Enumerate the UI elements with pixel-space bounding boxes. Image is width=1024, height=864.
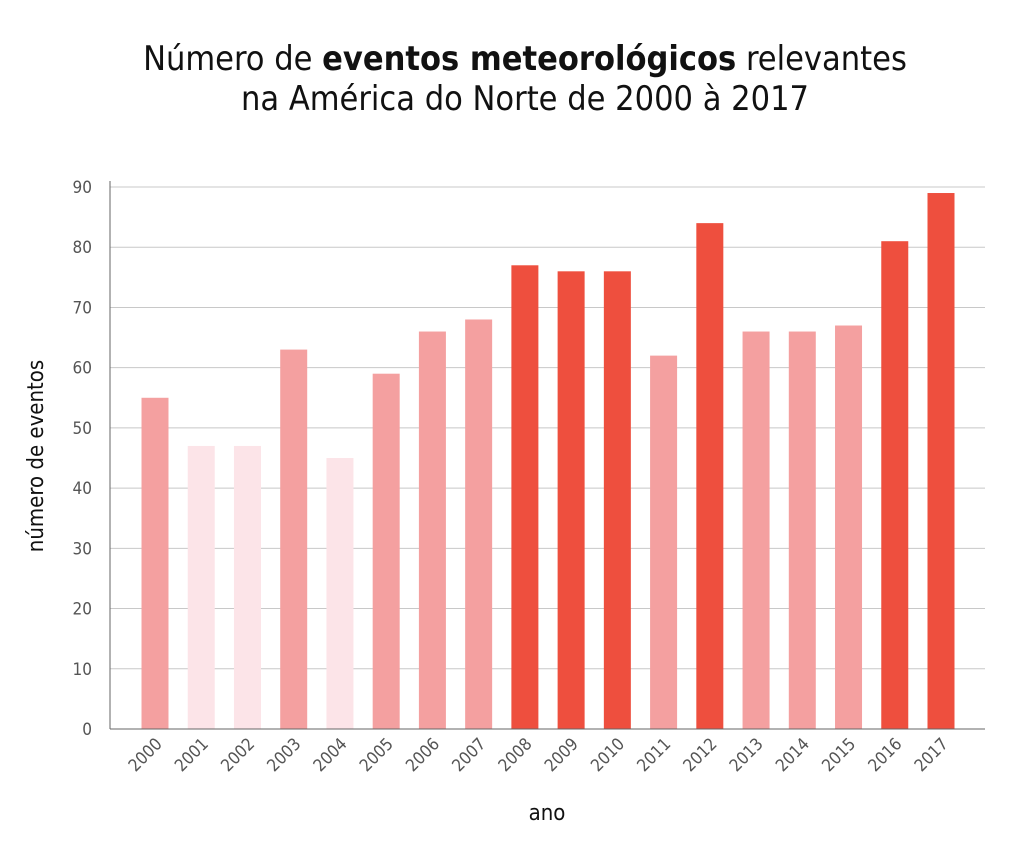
y-tick-label: 0	[82, 720, 92, 740]
x-tick-label: 2001	[171, 734, 213, 776]
bar-2014	[788, 331, 816, 729]
x-tick-label: 2008	[495, 734, 537, 776]
y-tick-label: 70	[73, 298, 92, 318]
bar-2007	[465, 319, 493, 729]
bar-2013	[742, 331, 770, 729]
x-tick-label: 2014	[772, 734, 814, 776]
x-axis-label: ano	[529, 801, 566, 826]
bars	[141, 193, 955, 729]
y-tick-label: 40	[73, 479, 92, 499]
bar-2010	[603, 271, 631, 729]
y-tick-label: 50	[73, 419, 92, 439]
x-tick-label: 2015	[818, 734, 860, 776]
y-tick-label: 60	[73, 359, 92, 379]
chart-title-line1: Número de eventos meteorológicos relevan…	[143, 39, 907, 79]
x-tick-label: 2002	[217, 734, 259, 776]
x-tick-labels: 2000 2001 2002 2003 2004 2005 2006 2007 2008 2009…	[125, 734, 953, 776]
bar-2004	[326, 458, 354, 729]
chart-title-line2: na América do Norte de 2000 à 2017	[241, 79, 809, 119]
bar-2017	[927, 193, 955, 729]
bar-2016	[881, 241, 909, 729]
x-tick-label: 2004	[310, 734, 352, 776]
title-bold-text: eventos meteorológicos	[322, 39, 736, 79]
bar-2015	[835, 325, 863, 729]
x-tick-label: 2013	[726, 734, 768, 776]
bar-2011	[650, 355, 678, 729]
bar-2003	[280, 349, 308, 729]
bar-2001	[187, 445, 215, 729]
gridlines: 0 10 20 30 40 50 60 70 80 90	[73, 178, 985, 740]
x-tick-label: 2003	[264, 734, 306, 776]
x-tick-label: 2000	[125, 734, 167, 776]
x-tick-label: 2016	[865, 734, 907, 776]
bar-2006	[418, 331, 446, 729]
bar-2012	[696, 223, 724, 729]
y-axis-label: número de eventos	[24, 360, 49, 552]
y-tick-label: 90	[73, 178, 92, 198]
y-tick-label: 10	[73, 660, 92, 680]
x-tick-label: 2017	[911, 734, 953, 776]
title-text: Número de	[143, 39, 322, 79]
x-tick-label: 2011	[633, 734, 675, 776]
x-tick-label: 2007	[449, 734, 491, 776]
x-tick-label: 2005	[356, 734, 398, 776]
y-tick-label: 30	[73, 539, 92, 559]
y-tick-label: 80	[73, 238, 92, 258]
y-tick-label: 20	[73, 600, 92, 620]
x-tick-label: 2009	[541, 734, 583, 776]
bar-2009	[557, 271, 585, 729]
bar-2008	[511, 265, 539, 729]
x-tick-label: 2010	[587, 734, 629, 776]
title-text: relevantes	[736, 39, 907, 79]
bar-2000	[141, 397, 169, 729]
x-tick-label: 2012	[680, 734, 722, 776]
bar-2005	[372, 373, 400, 729]
x-tick-label: 2006	[402, 734, 444, 776]
bar-2002	[233, 445, 261, 729]
